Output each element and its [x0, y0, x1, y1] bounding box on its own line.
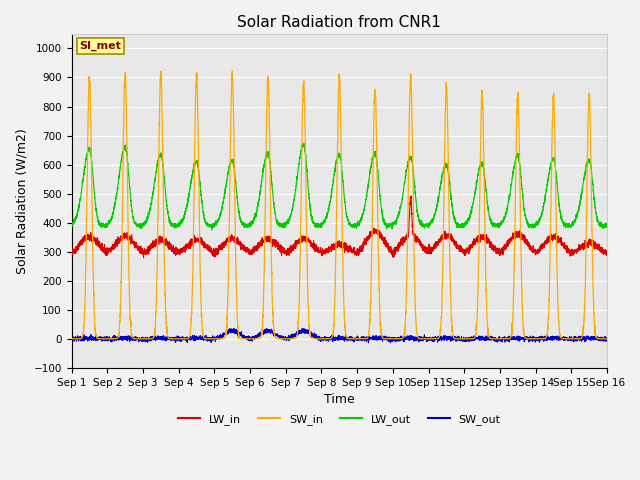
- Legend: LW_in, SW_in, LW_out, SW_out: LW_in, SW_in, LW_out, SW_out: [173, 409, 505, 429]
- Y-axis label: Solar Radiation (W/m2): Solar Radiation (W/m2): [15, 128, 28, 274]
- Title: Solar Radiation from CNR1: Solar Radiation from CNR1: [237, 15, 441, 30]
- Text: SI_met: SI_met: [80, 41, 122, 51]
- X-axis label: Time: Time: [324, 393, 355, 406]
